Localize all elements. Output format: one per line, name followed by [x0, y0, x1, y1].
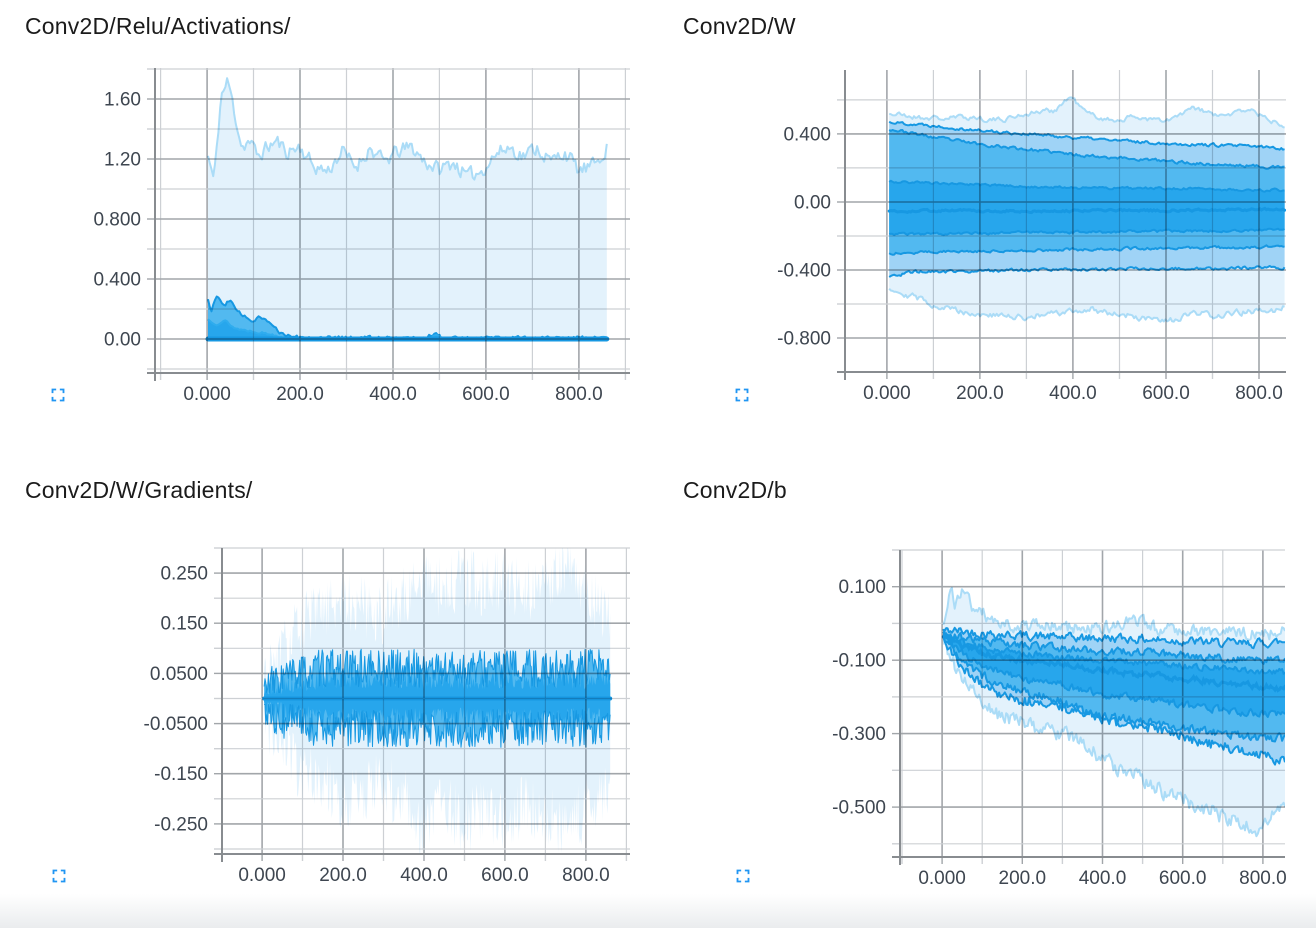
- chart-card-2: Conv2D/W 0.000 200.0 400.0 600.0 800.0 -0.800…: [658, 0, 1316, 464]
- expand-button[interactable]: [731, 383, 755, 407]
- chart-title: Conv2D/W/Gradients/: [25, 477, 253, 503]
- x-tick-label: 400.0: [1079, 868, 1127, 889]
- expand-button[interactable]: [47, 383, 71, 407]
- expand-button[interactable]: [732, 864, 756, 888]
- y-tick-label: -0.400: [777, 261, 831, 282]
- chart-card-3: Conv2D/W/Gradients/ 0.000 200.0 400.0 600.0…: [0, 464, 658, 928]
- y-tick-label: -0.150: [154, 764, 208, 785]
- x-tick-label: 0.000: [863, 383, 911, 404]
- x-tick-label: 600.0: [462, 384, 510, 405]
- y-tick-label: 0.00: [104, 330, 141, 351]
- x-tick-label: 0.000: [183, 384, 231, 405]
- y-tick-label: 0.00: [794, 193, 831, 214]
- x-tick-label: 200.0: [999, 868, 1047, 889]
- y-tick-label: -0.100: [832, 651, 886, 672]
- chart-plot[interactable]: 0.000 200.0 400.0 600.0 800.0 -0.250 -0.150 -0.…: [0, 464, 658, 928]
- chart-card-1: Conv2D/Relu/Activations/ 0.000 200.0 400.0…: [0, 0, 658, 464]
- x-tick-label: 0.000: [238, 865, 286, 886]
- y-tick-label: -0.0500: [144, 714, 208, 735]
- fullscreen-icon: [51, 388, 65, 402]
- fullscreen-icon: [735, 388, 749, 402]
- y-tick-label: 0.800: [93, 210, 141, 231]
- y-tick-label: 0.150: [160, 614, 208, 635]
- x-tick-label: 800.0: [1235, 383, 1283, 404]
- x-tick-label: 200.0: [956, 383, 1004, 404]
- x-tick-label: 200.0: [319, 865, 367, 886]
- x-tick-label: 800.0: [555, 384, 603, 405]
- y-tick-label: 0.100: [838, 577, 886, 598]
- fullscreen-icon: [52, 869, 66, 883]
- y-tick-label: 1.20: [104, 150, 141, 171]
- x-tick-label: 0.000: [918, 868, 966, 889]
- chart-plot[interactable]: 0.000 200.0 400.0 600.0 800.0 -0.800 -0.400 0.0…: [658, 0, 1316, 464]
- y-tick-label: 0.0500: [150, 664, 208, 685]
- y-tick-label: 0.400: [783, 124, 831, 145]
- fullscreen-icon: [736, 869, 750, 883]
- y-tick-label: -0.250: [154, 814, 208, 835]
- chart-plot[interactable]: 0.000 200.0 400.0 600.0 800.0 0.00 0.400 0.800 1…: [0, 0, 658, 464]
- x-tick-label: 400.0: [1049, 383, 1097, 404]
- y-tick-label: 0.250: [160, 564, 208, 585]
- x-tick-label: 600.0: [481, 865, 529, 886]
- x-tick-label: 800.0: [562, 865, 610, 886]
- x-tick-label: 200.0: [276, 384, 324, 405]
- chart-title: Conv2D/W: [683, 13, 796, 39]
- chart-card-4: Conv2D/b 0.000 200.0 400.0 600.0 800.0 -0.500…: [658, 464, 1316, 928]
- x-tick-label: 600.0: [1142, 383, 1190, 404]
- chart-title: Conv2D/Relu/Activations/: [25, 13, 291, 39]
- x-tick-label: 400.0: [369, 384, 417, 405]
- y-tick-label: 0.400: [93, 270, 141, 291]
- chart-plot[interactable]: 0.000 200.0 400.0 600.0 800.0 -0.500 -0.300 -0.…: [658, 464, 1316, 928]
- chart-title: Conv2D/b: [683, 477, 787, 503]
- x-tick-label: 400.0: [400, 865, 448, 886]
- y-tick-label: -0.800: [777, 329, 831, 350]
- y-tick-label: 1.60: [104, 90, 141, 111]
- y-tick-label: -0.500: [832, 798, 886, 819]
- expand-button[interactable]: [48, 864, 72, 888]
- x-tick-label: 600.0: [1159, 868, 1207, 889]
- y-tick-label: -0.300: [832, 724, 886, 745]
- x-tick-label: 800.0: [1239, 868, 1287, 889]
